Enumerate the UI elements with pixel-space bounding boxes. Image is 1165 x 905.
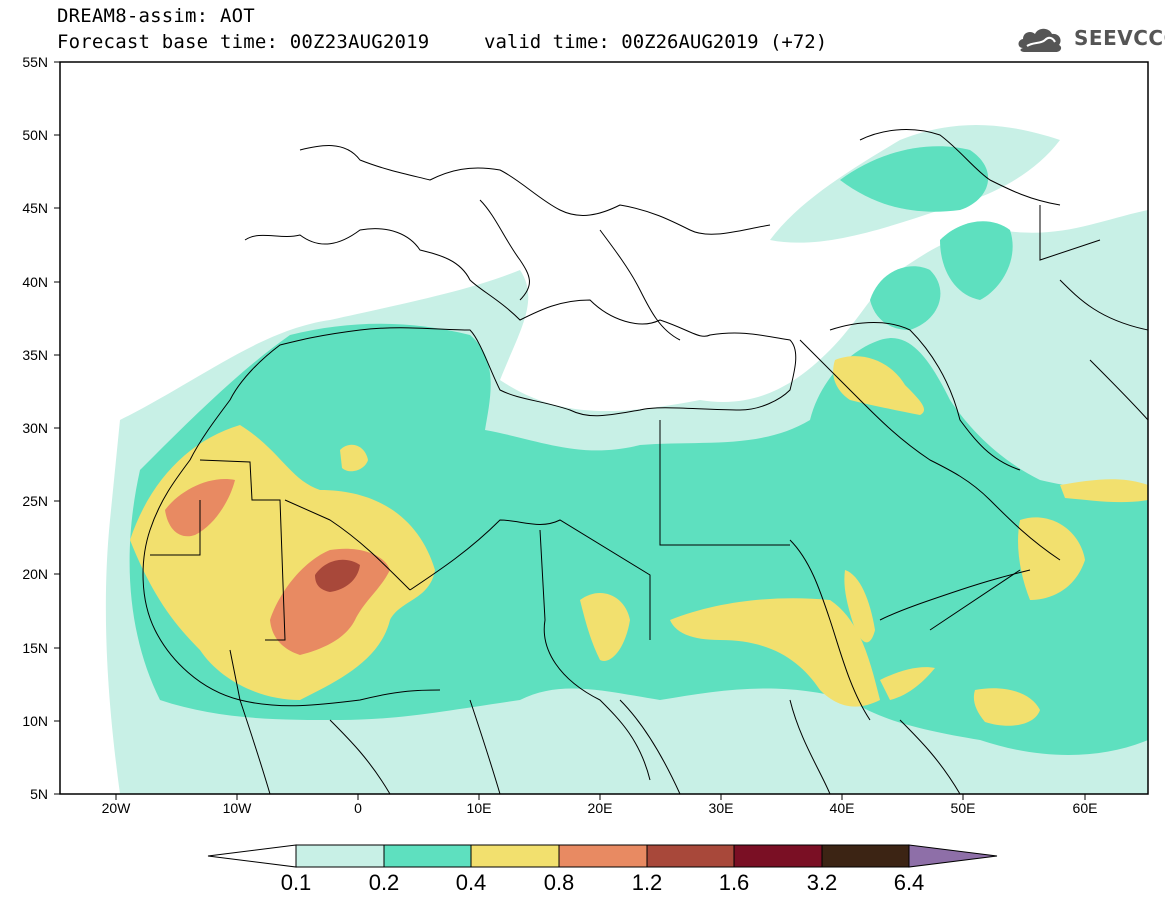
colorbar-label: 0.4 xyxy=(455,870,487,895)
colorbar-label: 0.2 xyxy=(368,870,400,895)
title-valid-time: valid time: 00Z26AUG2019 (+72) xyxy=(484,31,828,53)
lat-label: 45N xyxy=(22,200,48,216)
lon-label: 0 xyxy=(354,800,362,816)
colorbar-label: 1.2 xyxy=(631,870,663,895)
lat-label: 5N xyxy=(30,786,48,802)
colorbar-label: 1.6 xyxy=(718,870,750,895)
colorbar-over-arrow xyxy=(908,844,998,868)
lat-label: 20N xyxy=(22,566,48,582)
lon-label: 50E xyxy=(950,800,976,816)
title-base-time: Forecast base time: 00Z23AUG2019 xyxy=(57,31,430,53)
colorbar-swatch-3 xyxy=(470,844,560,868)
lat-label: 30N xyxy=(22,420,48,436)
lon-label: 30E xyxy=(708,800,734,816)
lat-label: 40N xyxy=(22,274,48,290)
lat-label: 50N xyxy=(22,127,48,143)
colorbar xyxy=(207,844,998,868)
aot-level-1.2 xyxy=(315,559,360,592)
logo-text: SEEVCCC xyxy=(1074,26,1165,50)
colorbar-swatch-7 xyxy=(821,844,910,868)
colorbar-swatch-6 xyxy=(733,844,823,868)
lon-label: 20E xyxy=(587,800,613,816)
colorbar-swatch-1 xyxy=(295,844,385,868)
title-product: DREAM8-assim: AOT xyxy=(57,5,255,27)
lat-label: 15N xyxy=(22,640,48,656)
lon-label: 10W xyxy=(222,800,252,816)
axis-ticks xyxy=(54,61,1086,800)
lon-label: 10E xyxy=(466,800,492,816)
lon-label: 40E xyxy=(829,800,855,816)
lat-label: 55N xyxy=(22,54,48,70)
colorbar-swatch-5 xyxy=(646,844,735,868)
colorbar-label: 0.1 xyxy=(280,870,312,895)
colorbar-label: 6.4 xyxy=(893,870,925,895)
colorbar-swatch-2 xyxy=(383,844,472,868)
coastlines xyxy=(142,129,1148,794)
colorbar-label: 0.8 xyxy=(543,870,575,895)
colorbar-under-arrow xyxy=(207,844,297,868)
cloud-icon xyxy=(1018,28,1062,52)
lat-label: 35N xyxy=(22,347,48,363)
lat-label: 10N xyxy=(22,713,48,729)
lat-label: 25N xyxy=(22,493,48,509)
colorbar-swatch-4 xyxy=(558,844,648,868)
colorbar-label: 3.2 xyxy=(806,870,838,895)
lon-label: 60E xyxy=(1072,800,1098,816)
lon-label: 20W xyxy=(101,800,131,816)
